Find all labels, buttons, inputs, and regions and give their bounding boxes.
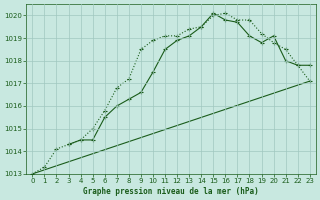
X-axis label: Graphe pression niveau de la mer (hPa): Graphe pression niveau de la mer (hPa) <box>83 187 259 196</box>
